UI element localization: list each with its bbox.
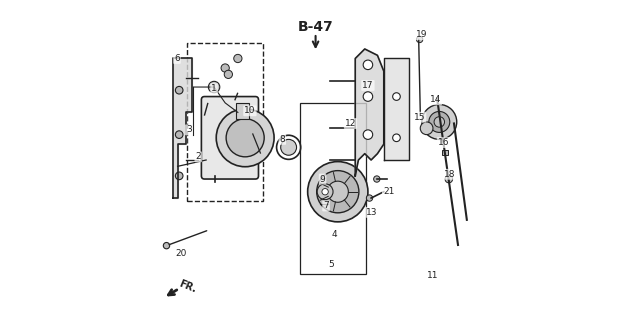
Circle shape [175, 131, 183, 139]
Circle shape [163, 243, 170, 249]
Circle shape [175, 172, 183, 180]
Text: 7: 7 [323, 202, 329, 211]
Polygon shape [173, 59, 192, 198]
Text: 4: 4 [332, 230, 337, 239]
Text: 11: 11 [427, 271, 439, 280]
Circle shape [422, 105, 457, 140]
Polygon shape [384, 59, 409, 160]
Text: 15: 15 [414, 113, 425, 122]
Circle shape [224, 70, 232, 78]
Circle shape [322, 188, 328, 195]
Circle shape [281, 140, 296, 155]
Text: 1: 1 [211, 84, 217, 93]
Circle shape [420, 122, 433, 135]
Text: 12: 12 [345, 119, 356, 128]
Text: 14: 14 [430, 95, 441, 104]
Circle shape [308, 162, 368, 222]
Text: 9: 9 [320, 174, 325, 184]
Bar [187, 43, 263, 201]
Circle shape [327, 181, 349, 202]
Circle shape [363, 92, 372, 101]
Circle shape [416, 36, 423, 43]
Circle shape [392, 134, 400, 142]
Text: 8: 8 [279, 135, 285, 144]
Circle shape [226, 119, 264, 157]
Text: 16: 16 [438, 138, 449, 147]
Bar [236, 103, 249, 119]
Polygon shape [355, 49, 384, 176]
Bar [443, 149, 448, 155]
Circle shape [221, 64, 229, 72]
Text: 5: 5 [328, 260, 334, 269]
Circle shape [445, 175, 453, 183]
Circle shape [208, 81, 220, 93]
Text: 18: 18 [444, 170, 455, 179]
Text: 13: 13 [366, 208, 378, 217]
Circle shape [234, 54, 242, 63]
Text: 17: 17 [362, 81, 374, 90]
Circle shape [175, 86, 183, 94]
Text: 6: 6 [174, 54, 180, 63]
Circle shape [434, 117, 445, 127]
Circle shape [363, 60, 372, 69]
Text: 10: 10 [244, 106, 256, 115]
Text: 21: 21 [383, 187, 394, 196]
Circle shape [392, 93, 400, 100]
Circle shape [374, 176, 380, 182]
Bar [300, 103, 366, 274]
Text: 2: 2 [195, 152, 201, 161]
Circle shape [317, 171, 359, 213]
Circle shape [317, 184, 333, 200]
Circle shape [366, 195, 372, 201]
Text: 3: 3 [186, 125, 192, 134]
Circle shape [429, 111, 450, 132]
Text: 19: 19 [416, 30, 428, 39]
Circle shape [216, 109, 274, 167]
Text: 20: 20 [175, 249, 187, 258]
Text: FR.: FR. [178, 279, 198, 295]
Text: B-47: B-47 [298, 20, 333, 34]
FancyBboxPatch shape [202, 97, 259, 179]
Circle shape [363, 130, 372, 140]
